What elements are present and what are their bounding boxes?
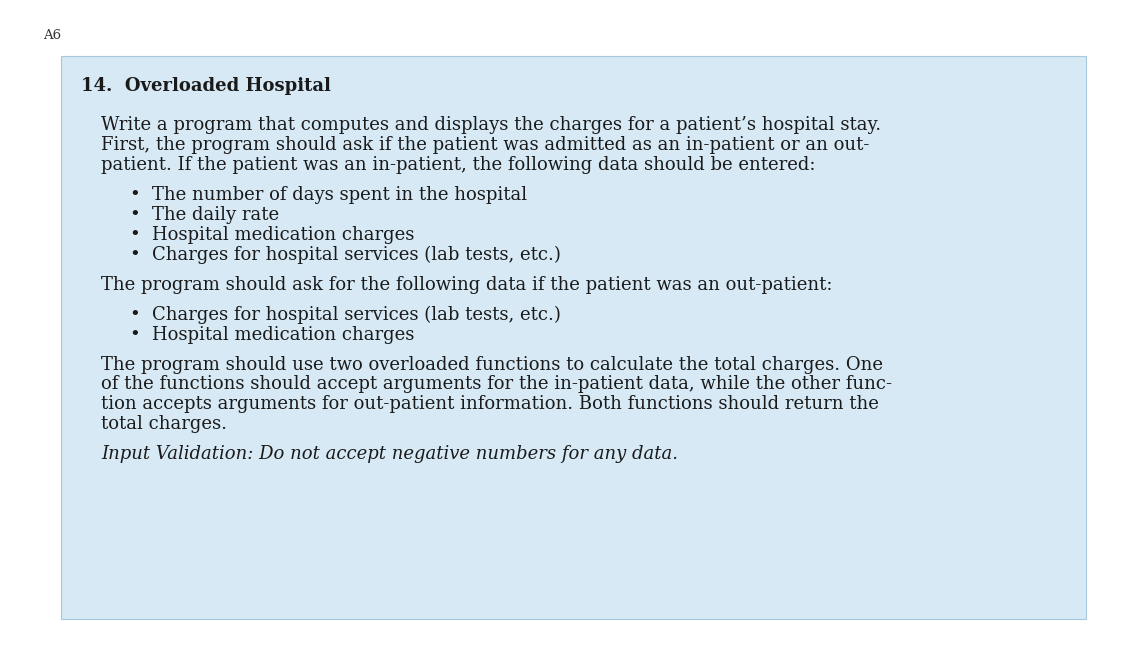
Text: The program should use two overloaded functions to calculate the total charges. : The program should use two overloaded fu…: [101, 356, 883, 373]
Text: of the functions should accept arguments for the in-patient data, while the othe: of the functions should accept arguments…: [101, 375, 892, 394]
Text: A6: A6: [43, 29, 61, 43]
Text: Charges for hospital services (lab tests, etc.): Charges for hospital services (lab tests…: [152, 306, 560, 324]
Text: Hospital medication charges: Hospital medication charges: [152, 326, 414, 344]
Text: •: •: [129, 326, 141, 344]
Text: Hospital medication charges: Hospital medication charges: [152, 226, 414, 244]
Text: The daily rate: The daily rate: [152, 206, 279, 224]
Text: •: •: [129, 306, 141, 324]
Text: •: •: [129, 246, 141, 264]
Text: The number of days spent in the hospital: The number of days spent in the hospital: [152, 186, 526, 204]
Text: •: •: [129, 206, 141, 224]
Text: 14.  Overloaded Hospital: 14. Overloaded Hospital: [81, 77, 331, 94]
Text: Write a program that computes and displays the charges for a patient’s hospital : Write a program that computes and displa…: [101, 117, 881, 134]
Text: Charges for hospital services (lab tests, etc.): Charges for hospital services (lab tests…: [152, 246, 560, 265]
Text: First, the program should ask if the patient was admitted as an in-patient or an: First, the program should ask if the pat…: [101, 136, 870, 155]
Text: The program should ask for the following data if the patient was an out-patient:: The program should ask for the following…: [101, 276, 832, 294]
Text: •: •: [129, 186, 141, 204]
Text: Input Validation: Do not accept negative numbers for any data.: Input Validation: Do not accept negative…: [101, 445, 678, 463]
Text: •: •: [129, 226, 141, 244]
Text: total charges.: total charges.: [101, 415, 227, 434]
Text: tion accepts arguments for out-patient information. Both functions should return: tion accepts arguments for out-patient i…: [101, 396, 879, 413]
Text: patient. If the patient was an in-patient, the following data should be entered:: patient. If the patient was an in-patien…: [101, 157, 816, 174]
